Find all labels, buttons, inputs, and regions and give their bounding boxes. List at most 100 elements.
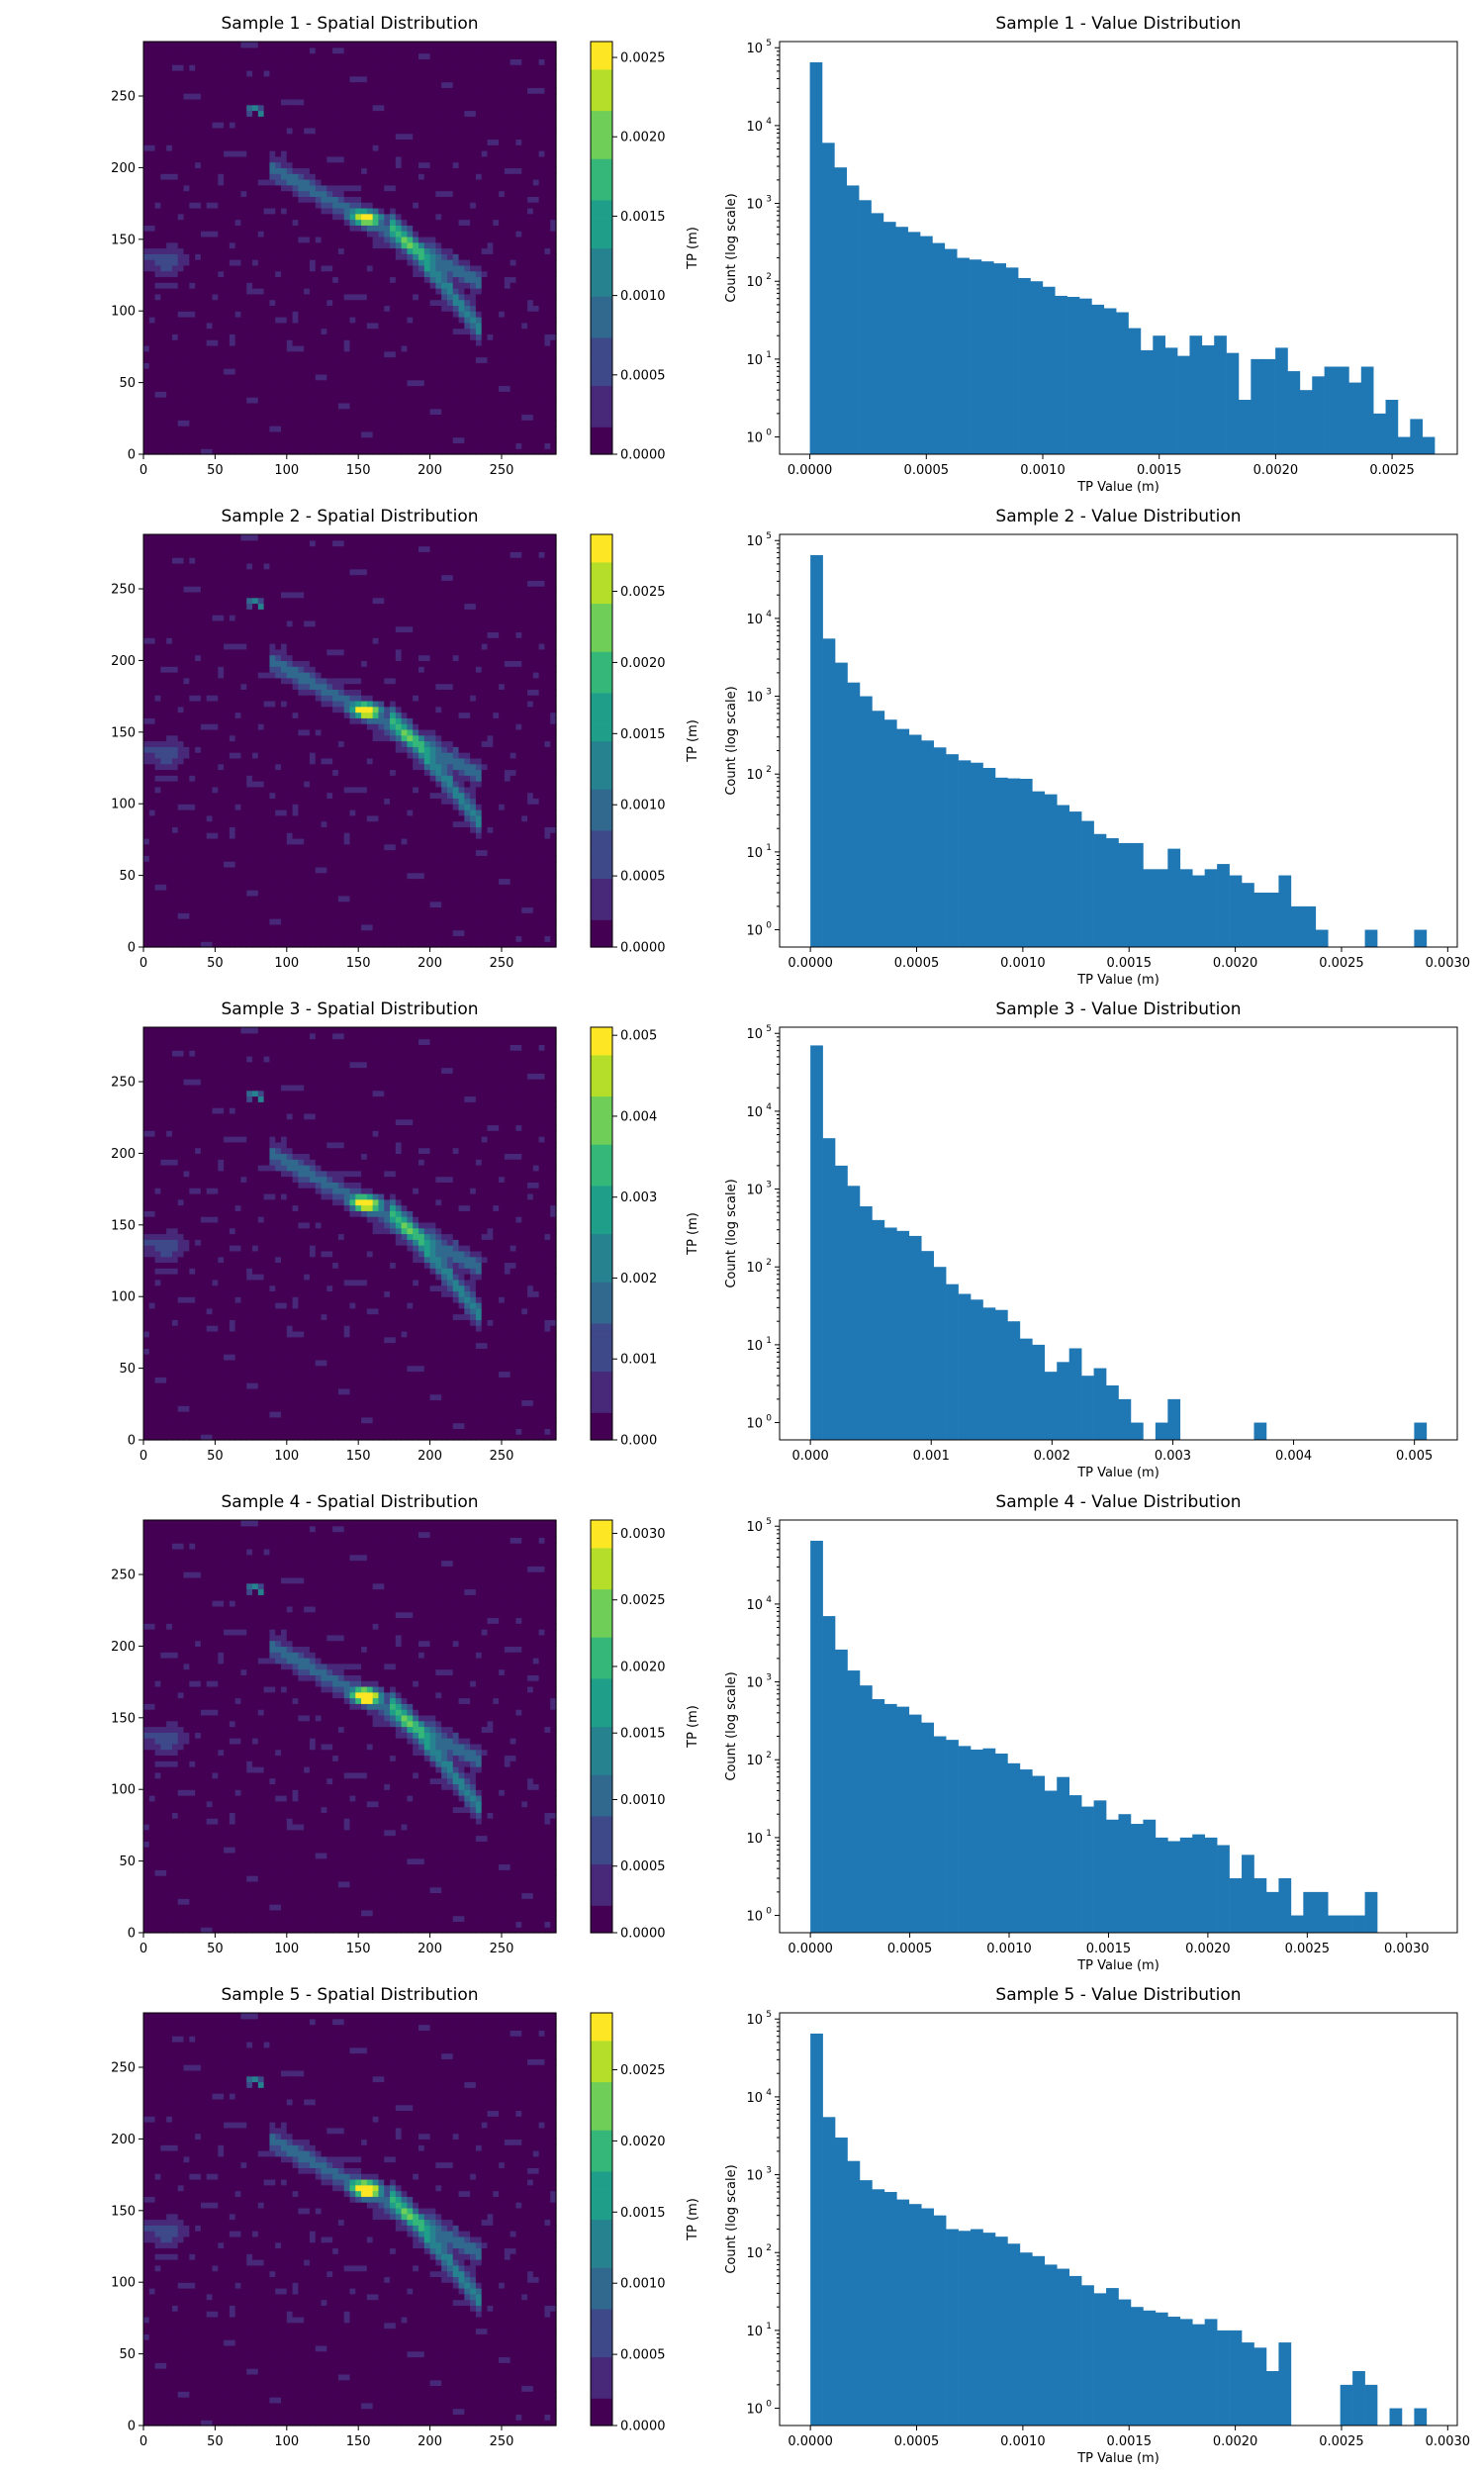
heatmap-cell — [200, 247, 208, 254]
heatmap-cell — [349, 98, 356, 106]
heatmap-cell — [532, 110, 540, 117]
heatmap-cell — [407, 155, 414, 163]
heatmap-cell — [315, 58, 323, 65]
heatmap-cell — [263, 219, 271, 226]
heatmap-cell — [349, 311, 356, 318]
heatmap-cell — [378, 173, 385, 180]
heatmap-cell — [532, 293, 540, 301]
heatmap-cell — [423, 58, 431, 65]
heatmap-cell — [395, 293, 403, 301]
heatmap-cell — [458, 196, 465, 203]
heatmap-cell — [218, 373, 225, 381]
heatmap-cell — [418, 190, 425, 197]
heatmap-title: Sample 1 - Spatial Distribution — [221, 14, 478, 34]
heatmap-cell — [390, 373, 397, 381]
heatmap-cell — [160, 391, 167, 398]
heatmap-cell — [390, 317, 397, 324]
heatmap-cell — [218, 270, 225, 278]
heatmap-cell — [423, 293, 431, 301]
heatmap-cell — [292, 448, 299, 455]
heatmap-cell — [281, 190, 288, 197]
heatmap-cell — [458, 305, 465, 312]
heatmap-cell — [401, 264, 409, 272]
heatmap-cell — [275, 202, 282, 209]
heatmap-cell — [464, 69, 471, 77]
heatmap-cell — [349, 122, 356, 129]
heatmap-cell — [337, 231, 345, 238]
heatmap-cell — [355, 414, 362, 421]
heatmap-cell — [177, 116, 185, 123]
heatmap-cell — [452, 144, 460, 151]
heatmap-cell — [475, 144, 483, 151]
heatmap-cell — [504, 426, 511, 432]
heatmap-cell — [343, 184, 351, 192]
heatmap-cell — [504, 317, 511, 324]
heatmap-cell — [446, 69, 454, 77]
heatmap-cell — [532, 190, 540, 197]
heatmap-cell — [361, 161, 368, 169]
heatmap-cell — [160, 317, 167, 324]
heatmap-cell — [218, 104, 225, 112]
heatmap-cell — [195, 430, 202, 438]
heatmap-cell — [441, 207, 448, 215]
heatmap-cell — [304, 69, 311, 77]
heatmap-cell — [275, 276, 282, 283]
heatmap-cell — [177, 236, 185, 243]
heatmap-cell — [401, 139, 409, 145]
heatmap-cell — [504, 397, 511, 404]
heatmap-cell — [171, 173, 179, 180]
heatmap-cell — [401, 368, 409, 375]
heatmap-cell — [234, 293, 242, 301]
heatmap-cell — [378, 98, 385, 106]
heatmap-cell — [441, 402, 448, 410]
heatmap-cell — [309, 133, 317, 141]
heatmap-cell — [206, 408, 214, 416]
heatmap-cell — [275, 139, 282, 145]
heatmap-cell — [292, 305, 299, 312]
heatmap-cell — [183, 69, 190, 77]
heatmap-cell — [257, 264, 265, 272]
heatmap-cell — [470, 127, 477, 135]
heatmap-cell — [200, 253, 208, 260]
heatmap-cell — [212, 311, 219, 318]
heatmap-cell — [521, 87, 528, 94]
heatmap-cell — [298, 184, 305, 192]
heatmap-cell — [446, 52, 454, 59]
heatmap-cell — [493, 322, 500, 330]
heatmap-cell — [292, 47, 299, 54]
heatmap-cell — [148, 317, 156, 324]
heatmap-cell — [189, 311, 196, 318]
heatmap-cell — [332, 122, 339, 129]
heatmap-cell — [515, 408, 522, 416]
heatmap-cell — [286, 207, 294, 215]
heatmap-cell — [292, 368, 299, 375]
heatmap-cell — [418, 93, 425, 100]
heatmap-cell — [304, 379, 311, 387]
heatmap-cell — [332, 47, 339, 54]
heatmap-cell — [418, 448, 425, 455]
heatmap-cell — [200, 328, 208, 334]
heatmap-cell — [487, 305, 494, 312]
heatmap-cell — [189, 110, 196, 117]
heatmap-cell — [515, 98, 522, 106]
heatmap-cell — [177, 75, 185, 83]
heatmap-cell — [493, 58, 500, 65]
heatmap-cell — [257, 282, 265, 289]
heatmap-cell — [470, 317, 477, 324]
heatmap-cell — [349, 64, 356, 71]
heatmap-cell — [446, 385, 454, 392]
heatmap-cell — [154, 190, 161, 197]
heatmap-cell — [435, 127, 442, 135]
heatmap-cell — [183, 190, 190, 197]
heatmap-cell — [343, 379, 351, 387]
heatmap-cell — [510, 236, 517, 243]
heatmap-cell — [452, 196, 460, 203]
heatmap-cell — [458, 150, 465, 157]
heatmap-cell — [401, 362, 409, 369]
heatmap-cell — [218, 264, 225, 272]
heatmap-cell — [464, 196, 471, 203]
heatmap-cell — [332, 282, 339, 289]
heatmap-cell — [401, 104, 409, 112]
heatmap-cell — [148, 58, 156, 65]
heatmap-cell — [234, 133, 242, 141]
